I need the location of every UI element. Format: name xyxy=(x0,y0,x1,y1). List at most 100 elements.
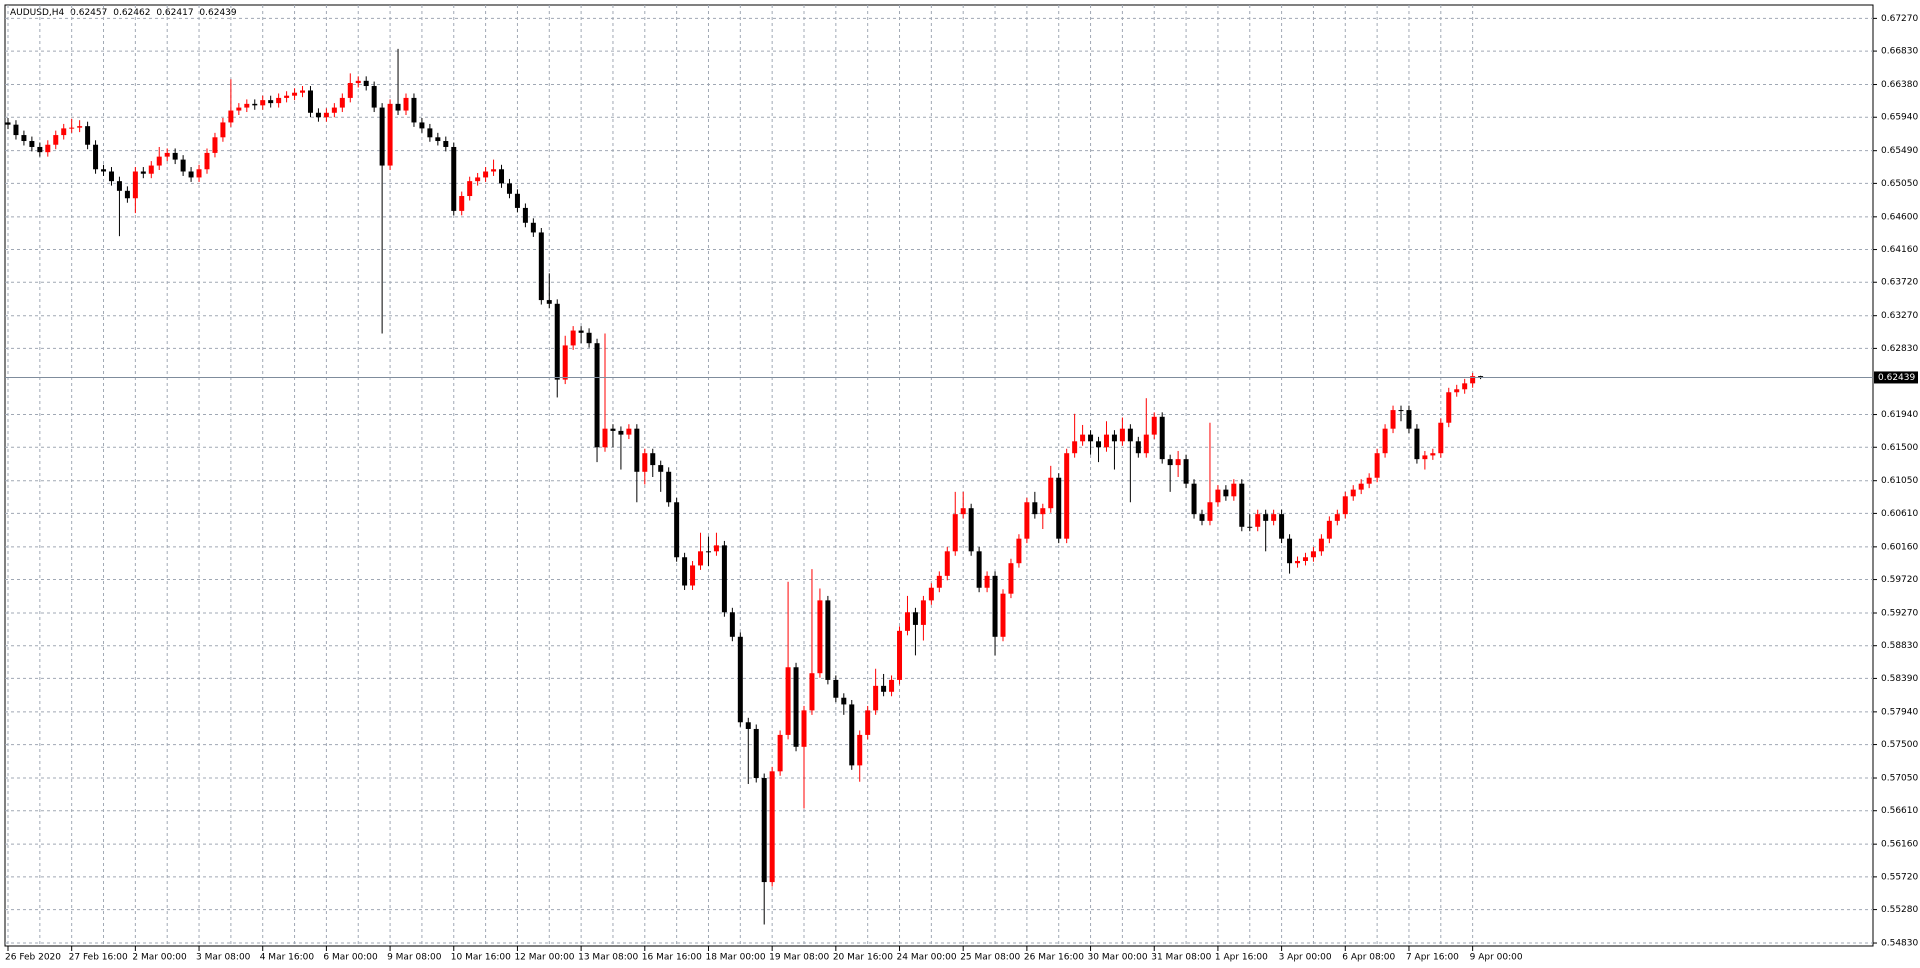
candle-body xyxy=(514,193,520,208)
candle-body xyxy=(467,181,473,197)
y-tick-label: 0.58390 xyxy=(1881,674,1918,684)
y-tick-label: 0.62830 xyxy=(1881,344,1918,354)
candle-body xyxy=(300,90,306,93)
candle-body xyxy=(546,300,552,304)
candle-body xyxy=(363,80,369,87)
candle-body xyxy=(1358,483,1364,490)
candle-body xyxy=(371,86,377,108)
candle-body xyxy=(29,141,35,147)
candle-body xyxy=(698,551,704,566)
candle-body xyxy=(1334,514,1340,521)
candle-body xyxy=(1247,526,1253,528)
candle-body xyxy=(212,137,218,153)
x-tick-label: 31 Mar 08:00 xyxy=(1151,953,1211,963)
candle-body xyxy=(172,152,178,160)
x-tick-label: 20 Mar 16:00 xyxy=(833,953,893,963)
x-tick-label: 12 Mar 00:00 xyxy=(514,953,574,963)
y-tick-label: 0.58830 xyxy=(1881,641,1918,651)
candle-body xyxy=(1151,416,1157,435)
candle-body xyxy=(1199,514,1205,521)
x-tick-label: 26 Feb 2020 xyxy=(5,953,61,963)
y-tick-label: 0.57050 xyxy=(1881,774,1918,784)
candle-body xyxy=(499,169,505,184)
candle-body xyxy=(793,667,799,747)
y-tick-label: 0.66830 xyxy=(1881,47,1918,57)
y-tick-label: 0.57940 xyxy=(1881,707,1918,717)
x-tick-label: 18 Mar 00:00 xyxy=(705,953,765,963)
candle-body xyxy=(530,222,536,233)
candle-body xyxy=(37,146,43,153)
candle-body xyxy=(602,428,608,448)
candle-body xyxy=(276,97,282,104)
candle-body xyxy=(140,171,146,174)
x-tick-label: 24 Mar 00:00 xyxy=(897,953,957,963)
y-tick-label: 0.59720 xyxy=(1881,575,1918,585)
candle-body xyxy=(411,97,417,123)
candle-body xyxy=(1438,422,1444,454)
candle-body xyxy=(1103,434,1109,448)
candle-body xyxy=(13,124,19,136)
x-tick-label: 1 Apr 16:00 xyxy=(1215,953,1268,963)
candle-body xyxy=(252,103,258,106)
header-high: 0.62462 xyxy=(113,8,150,18)
candle-body xyxy=(148,165,154,174)
candle-body xyxy=(912,612,918,625)
candle-body xyxy=(1398,410,1404,412)
candle-body xyxy=(61,128,67,136)
candle-body xyxy=(1255,514,1261,527)
candle-body xyxy=(268,100,274,104)
candle-body xyxy=(904,612,910,631)
y-tick-label: 0.59270 xyxy=(1881,609,1918,619)
candle-body xyxy=(753,728,759,779)
candle-body xyxy=(1231,483,1237,497)
y-tick-label: 0.60160 xyxy=(1881,542,1918,552)
candle-body xyxy=(562,345,568,380)
candle-body xyxy=(69,127,75,129)
candle-body xyxy=(889,679,895,692)
candle-body xyxy=(5,122,11,125)
y-tick-label: 0.67270 xyxy=(1881,14,1918,24)
candle-body xyxy=(634,428,640,472)
candle-body xyxy=(1318,538,1324,552)
candle-body xyxy=(976,551,982,588)
candle-body xyxy=(1446,392,1452,423)
candle-body xyxy=(881,685,887,692)
candle-body xyxy=(841,697,847,705)
candle-body xyxy=(1056,477,1062,539)
y-tick-label: 0.56610 xyxy=(1881,806,1918,816)
candle-body xyxy=(1088,434,1094,442)
candle-body xyxy=(1016,538,1022,564)
candle-body xyxy=(21,135,27,142)
candle-body xyxy=(315,112,321,118)
candle-body xyxy=(713,545,719,552)
candle-body xyxy=(1183,459,1189,484)
candle-body xyxy=(116,181,122,191)
symbol: AUDUSD,H4 xyxy=(10,8,65,18)
current-price-box xyxy=(1874,371,1918,384)
candle-body xyxy=(1414,428,1420,460)
candle-body xyxy=(491,169,497,172)
candle-body xyxy=(204,152,210,170)
candle-body xyxy=(323,112,329,118)
candle-body xyxy=(1382,428,1388,454)
header-close: 0.62439 xyxy=(199,8,236,18)
candle-body xyxy=(1454,389,1460,393)
candle-body xyxy=(1470,376,1476,384)
candle-body xyxy=(1127,428,1133,442)
x-tick-label: 6 Mar 00:00 xyxy=(323,953,378,963)
x-tick-label: 3 Apr 00:00 xyxy=(1279,953,1332,963)
candle-body xyxy=(1119,428,1125,442)
candle-body xyxy=(435,137,441,142)
candle-body xyxy=(865,710,871,735)
candle-body xyxy=(1239,483,1245,527)
candle-body xyxy=(769,771,775,883)
candle-body xyxy=(674,502,680,558)
candle-body xyxy=(570,330,576,346)
candle-body xyxy=(53,135,59,145)
candle-body xyxy=(506,183,512,194)
x-tick-label: 27 Feb 16:00 xyxy=(69,953,128,963)
candle-body xyxy=(1223,489,1229,497)
candle-body xyxy=(1096,441,1102,448)
candle-body xyxy=(419,122,425,129)
candle-body xyxy=(228,110,234,123)
